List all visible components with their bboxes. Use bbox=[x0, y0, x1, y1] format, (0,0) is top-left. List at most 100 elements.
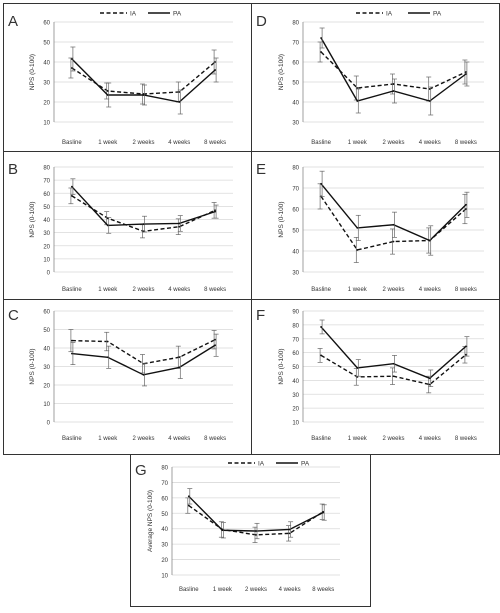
y-tick-label: 30 bbox=[292, 393, 299, 399]
series-line-ia bbox=[71, 195, 216, 233]
chart-panel-d: 30 40 50 60 70 80 Basline 1 week 2 weeks 4 weeks 8… bbox=[251, 3, 500, 152]
panel-border bbox=[3, 151, 252, 300]
y-tick-label: 60 bbox=[292, 208, 299, 214]
y-tick-label: 30 bbox=[161, 543, 168, 549]
y-tick-label: 50 bbox=[292, 365, 299, 371]
data-point bbox=[356, 100, 359, 102]
y-tick-label: 30 bbox=[292, 121, 299, 127]
y-tick-label: 40 bbox=[43, 347, 50, 353]
data-point bbox=[214, 210, 217, 213]
legend-label-pa: PA bbox=[173, 11, 182, 18]
y-tick-label: 40 bbox=[43, 61, 50, 67]
y-axis-title: NPS (0-100) bbox=[278, 54, 285, 90]
data-point bbox=[142, 223, 145, 225]
data-point bbox=[465, 208, 467, 210]
y-tick-label: 10 bbox=[43, 257, 50, 263]
panel-border bbox=[251, 151, 500, 300]
y-tick-label: 50 bbox=[43, 205, 50, 211]
y-tick-label: 40 bbox=[292, 379, 299, 385]
panel-border bbox=[130, 454, 371, 607]
y-tick-label: 30 bbox=[43, 81, 50, 87]
data-point bbox=[106, 224, 109, 227]
x-tick-label: Basline bbox=[62, 436, 82, 442]
panel-letter: C bbox=[8, 307, 19, 324]
y-tick-label: 70 bbox=[43, 179, 50, 185]
data-point bbox=[428, 239, 431, 242]
y-tick-label: 10 bbox=[161, 574, 168, 580]
data-point bbox=[428, 100, 431, 102]
y-tick-label: 70 bbox=[292, 187, 299, 193]
y-tick-label: 50 bbox=[161, 512, 168, 518]
chart-panel-a: 10 20 30 40 50 60 Basline 1 week 2 weeks 4 weeks 8… bbox=[3, 3, 252, 152]
x-tick-label: 1 week bbox=[98, 140, 118, 146]
y-tick-label: 70 bbox=[292, 41, 299, 47]
data-point bbox=[428, 88, 431, 90]
y-axis-title: NPS (0-100) bbox=[278, 348, 285, 384]
data-point bbox=[320, 182, 322, 185]
data-point bbox=[255, 530, 257, 532]
panel-letter: A bbox=[8, 13, 18, 30]
legend-label-ia: IA bbox=[386, 11, 393, 18]
y-tick-label: 30 bbox=[43, 231, 50, 237]
y-tick-label: 20 bbox=[161, 558, 168, 564]
x-tick-label: 4 weeks bbox=[279, 587, 301, 593]
chart-panel-g: 10 20 30 40 50 60 70 80 Basline 1 week 2 weeks 4 we… bbox=[130, 454, 371, 607]
data-point bbox=[178, 91, 181, 93]
panel-letter: E bbox=[256, 161, 266, 178]
data-point bbox=[392, 375, 395, 378]
y-tick-label: 10 bbox=[292, 421, 299, 427]
x-tick-label: 1 week bbox=[98, 436, 118, 442]
data-point bbox=[142, 94, 145, 96]
data-point bbox=[288, 528, 291, 531]
panel-letter: B bbox=[8, 161, 18, 178]
data-point bbox=[356, 227, 359, 229]
y-tick-label: 50 bbox=[43, 41, 50, 47]
data-point bbox=[71, 58, 73, 60]
series-line-ia bbox=[71, 339, 216, 365]
y-tick-label: 60 bbox=[292, 351, 299, 357]
data-point bbox=[178, 356, 181, 359]
data-point bbox=[320, 326, 322, 328]
data-point bbox=[465, 71, 467, 73]
data-point bbox=[288, 532, 291, 535]
panel-letter: F bbox=[256, 307, 265, 324]
x-tick-label: 2 weeks bbox=[382, 140, 404, 146]
y-tick-label: 20 bbox=[292, 407, 299, 413]
y-axis-title: NPS (0-100) bbox=[278, 201, 285, 237]
x-tick-label: 8 weeks bbox=[312, 587, 334, 593]
data-point bbox=[71, 67, 73, 69]
data-point bbox=[214, 69, 217, 71]
data-point bbox=[392, 90, 395, 92]
chart-panel-b: 0 10 20 30 40 50 60 70 80 Basline 1 week 2 weeks 4 w… bbox=[3, 151, 252, 300]
data-point bbox=[214, 344, 217, 347]
y-tick-label: 50 bbox=[292, 81, 299, 87]
x-tick-label: Basline bbox=[179, 587, 199, 593]
y-tick-label: 80 bbox=[292, 166, 299, 172]
x-tick-label: 1 week bbox=[98, 287, 118, 293]
data-point bbox=[221, 529, 224, 532]
panel-border bbox=[3, 3, 252, 152]
x-tick-label: 2 weeks bbox=[382, 436, 404, 442]
y-axis-title: NPS (0-100) bbox=[29, 348, 36, 384]
x-tick-label: Basline bbox=[311, 287, 331, 293]
y-tick-label: 40 bbox=[43, 218, 50, 224]
data-point bbox=[178, 225, 181, 228]
x-tick-label: 8 weeks bbox=[455, 140, 477, 146]
y-tick-label: 40 bbox=[292, 250, 299, 256]
data-point bbox=[392, 223, 395, 226]
y-tick-label: 80 bbox=[292, 21, 299, 27]
y-tick-label: 50 bbox=[292, 229, 299, 235]
x-tick-label: 1 week bbox=[348, 287, 368, 293]
data-point bbox=[106, 90, 109, 92]
data-point bbox=[106, 340, 109, 343]
y-tick-label: 90 bbox=[292, 310, 299, 316]
data-point bbox=[392, 240, 395, 243]
x-tick-label: 8 weeks bbox=[204, 140, 226, 146]
data-point bbox=[106, 94, 109, 96]
y-tick-label: 80 bbox=[43, 166, 50, 172]
data-point bbox=[428, 377, 431, 380]
data-point bbox=[392, 83, 395, 85]
y-tick-label: 30 bbox=[43, 365, 50, 371]
data-point bbox=[214, 338, 217, 341]
